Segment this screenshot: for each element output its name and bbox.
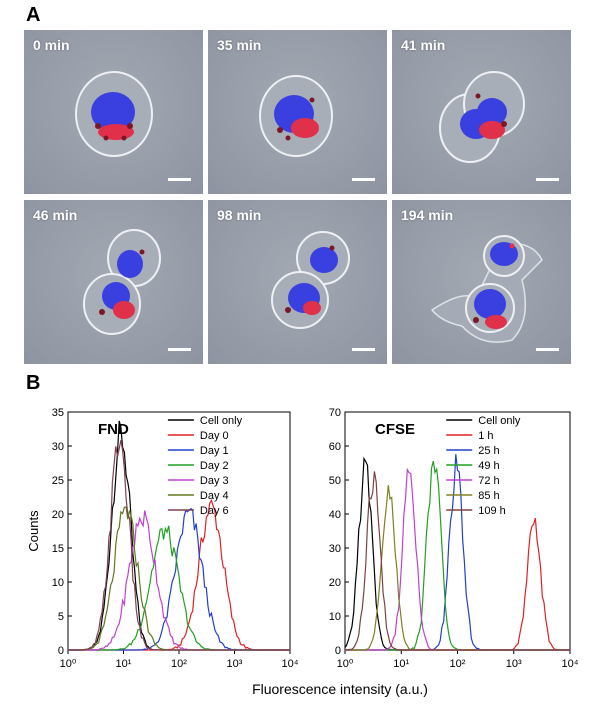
x-tick-label: 10¹ xyxy=(116,658,132,670)
x-tick-label: 10⁴ xyxy=(562,658,579,670)
scale-bar xyxy=(168,348,191,351)
cell-image xyxy=(271,231,350,329)
scale-bar xyxy=(168,178,191,181)
legend-entry: 72 h xyxy=(478,475,499,487)
legend-entry: Day 3 xyxy=(200,475,229,487)
y-tick-label: 70 xyxy=(329,407,341,419)
y-tick-label: 20 xyxy=(329,577,341,589)
time-lapse-grid: 0 min 35 min 41 min xyxy=(24,30,572,364)
cell-image xyxy=(259,75,333,157)
legend-entry: Cell only xyxy=(200,415,243,427)
legend-entry: Cell only xyxy=(478,415,521,427)
chart-title: CFSE xyxy=(375,421,415,438)
frame-1: 35 min xyxy=(208,30,387,194)
frame-4: 98 min xyxy=(208,200,387,364)
y-tick-label: 10 xyxy=(329,611,341,623)
frame-3: 46 min xyxy=(24,200,203,364)
cell-image xyxy=(75,71,153,157)
x-tick-label: 10³ xyxy=(506,658,522,670)
time-label: 41 min xyxy=(401,37,446,53)
scale-bar xyxy=(536,348,559,351)
legend-entry: Day 2 xyxy=(200,460,229,472)
frame-5: 194 min xyxy=(392,200,571,364)
legend-entry: 1 h xyxy=(478,430,493,442)
cell-image xyxy=(83,229,161,335)
legend-entry: 85 h xyxy=(478,490,499,502)
fnd-histogram: 0 5 10 15 20 25 30 35 10⁰ 10¹ 10² 10³ 10⁴ FND Counts Ce… xyxy=(26,407,299,670)
x-tick-label: 10² xyxy=(171,658,187,670)
y-tick-label: 0 xyxy=(335,645,341,657)
legend-entry: Day 1 xyxy=(200,445,229,457)
scale-bar xyxy=(536,178,559,181)
scale-bar xyxy=(352,348,375,351)
y-tick-label: 15 xyxy=(52,543,64,555)
series-line xyxy=(68,440,290,651)
x-axis-label: Fluorescence intensity (a.u.) xyxy=(252,681,428,697)
y-tick-label: 60 xyxy=(329,441,341,453)
legend-entry: Day 6 xyxy=(200,505,229,517)
x-tick-label: 10⁰ xyxy=(337,658,354,670)
y-tick-label: 5 xyxy=(58,611,64,623)
x-tick-label: 10⁰ xyxy=(60,658,77,670)
x-tick-label: 10⁴ xyxy=(282,658,299,670)
y-tick-label: 40 xyxy=(329,509,341,521)
y-tick-label: 35 xyxy=(52,407,64,419)
frame-0: 0 min xyxy=(24,30,203,194)
x-tick-label: 10³ xyxy=(227,658,243,670)
panel-b-label: B xyxy=(26,372,41,394)
legend-entry: 25 h xyxy=(478,445,499,457)
time-label: 194 min xyxy=(401,207,454,223)
series-line xyxy=(344,456,570,651)
cell-image xyxy=(439,71,525,163)
scale-bar xyxy=(352,178,375,181)
time-label: 35 min xyxy=(217,37,262,53)
series-line xyxy=(344,471,570,651)
chart-title: FND xyxy=(98,421,129,438)
y-tick-label: 30 xyxy=(329,543,341,555)
x-tick-label: 10¹ xyxy=(393,658,409,670)
time-label: 46 min xyxy=(33,207,78,223)
legend-entry: 49 h xyxy=(478,460,499,472)
cfse-histogram: 0 10 20 30 40 50 60 70 10⁰ 10¹ 10² 10³ 10⁴ CFSE Cell o… xyxy=(329,407,579,670)
y-tick-label: 50 xyxy=(329,475,341,487)
panel-a-label: A xyxy=(26,4,41,26)
y-tick-label: 25 xyxy=(52,475,64,487)
cell-image xyxy=(430,235,543,343)
y-tick-label: 30 xyxy=(52,441,64,453)
time-label: 0 min xyxy=(33,37,70,53)
legend-entry: Day 0 xyxy=(200,430,229,442)
y-tick-label: 20 xyxy=(52,509,64,521)
frame-2: 41 min xyxy=(392,30,571,194)
series-line xyxy=(345,518,570,651)
legend-entry: 109 h xyxy=(478,505,506,517)
legend-entry: Day 4 xyxy=(200,490,229,502)
y-axis-label: Counts xyxy=(26,510,41,552)
y-tick-label: 10 xyxy=(52,577,64,589)
x-tick-label: 10² xyxy=(450,658,466,670)
y-tick-label: 0 xyxy=(58,645,64,657)
time-label: 98 min xyxy=(217,207,262,223)
